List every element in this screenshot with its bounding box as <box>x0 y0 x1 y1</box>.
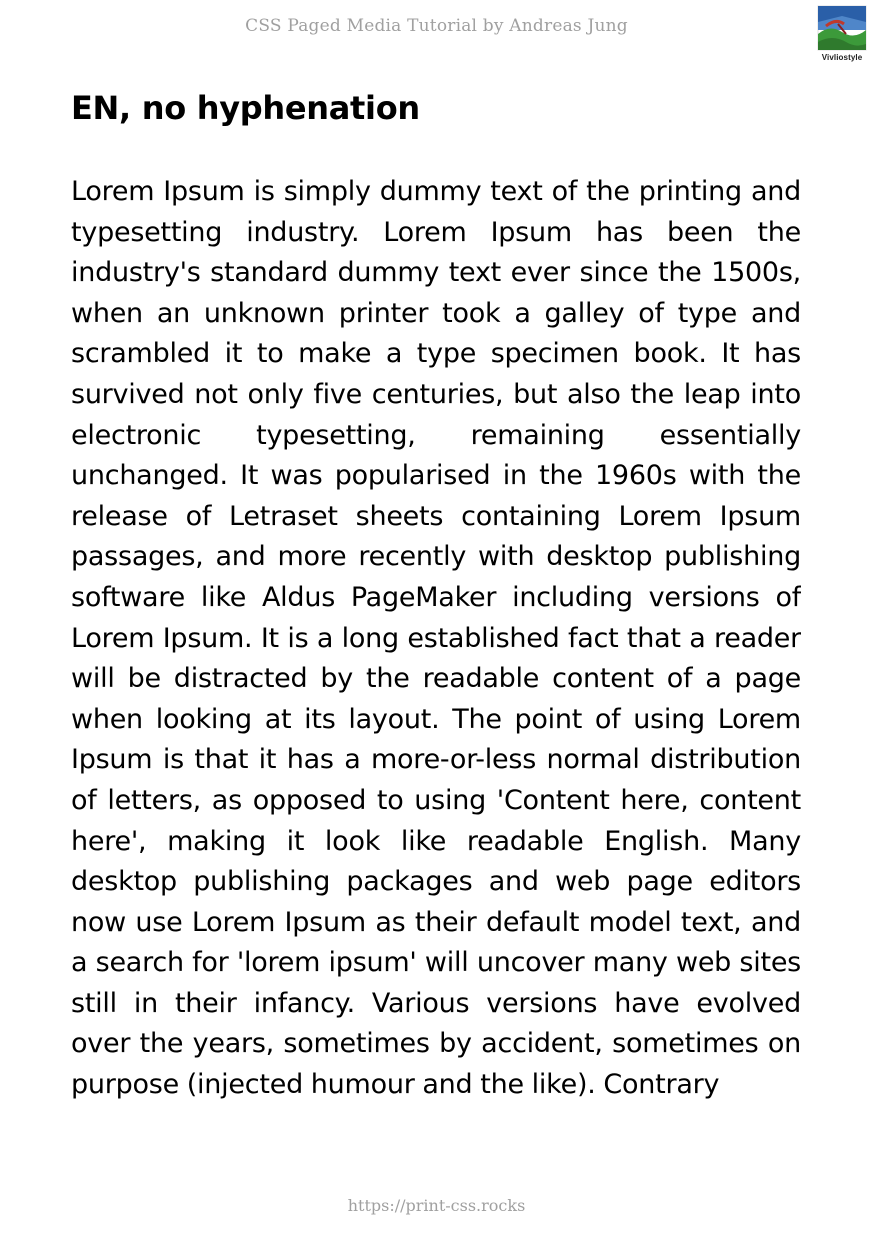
running-header: CSS Paged Media Tutorial by Andreas Jung <box>245 16 628 36</box>
vivliostyle-logo: Vivliostyle <box>816 4 868 66</box>
logo-label: Vivliostyle <box>821 53 863 62</box>
running-footer: https://print-css.rocks <box>347 1196 526 1215</box>
page-content: EN, no hyphenation Lorem Ipsum is simply… <box>71 86 801 1187</box>
vivliostyle-logo-icon <box>817 5 867 51</box>
page-heading: EN, no hyphenation <box>71 89 420 127</box>
body-paragraph: Lorem Ipsum is simply dummy text of the … <box>71 176 801 1101</box>
